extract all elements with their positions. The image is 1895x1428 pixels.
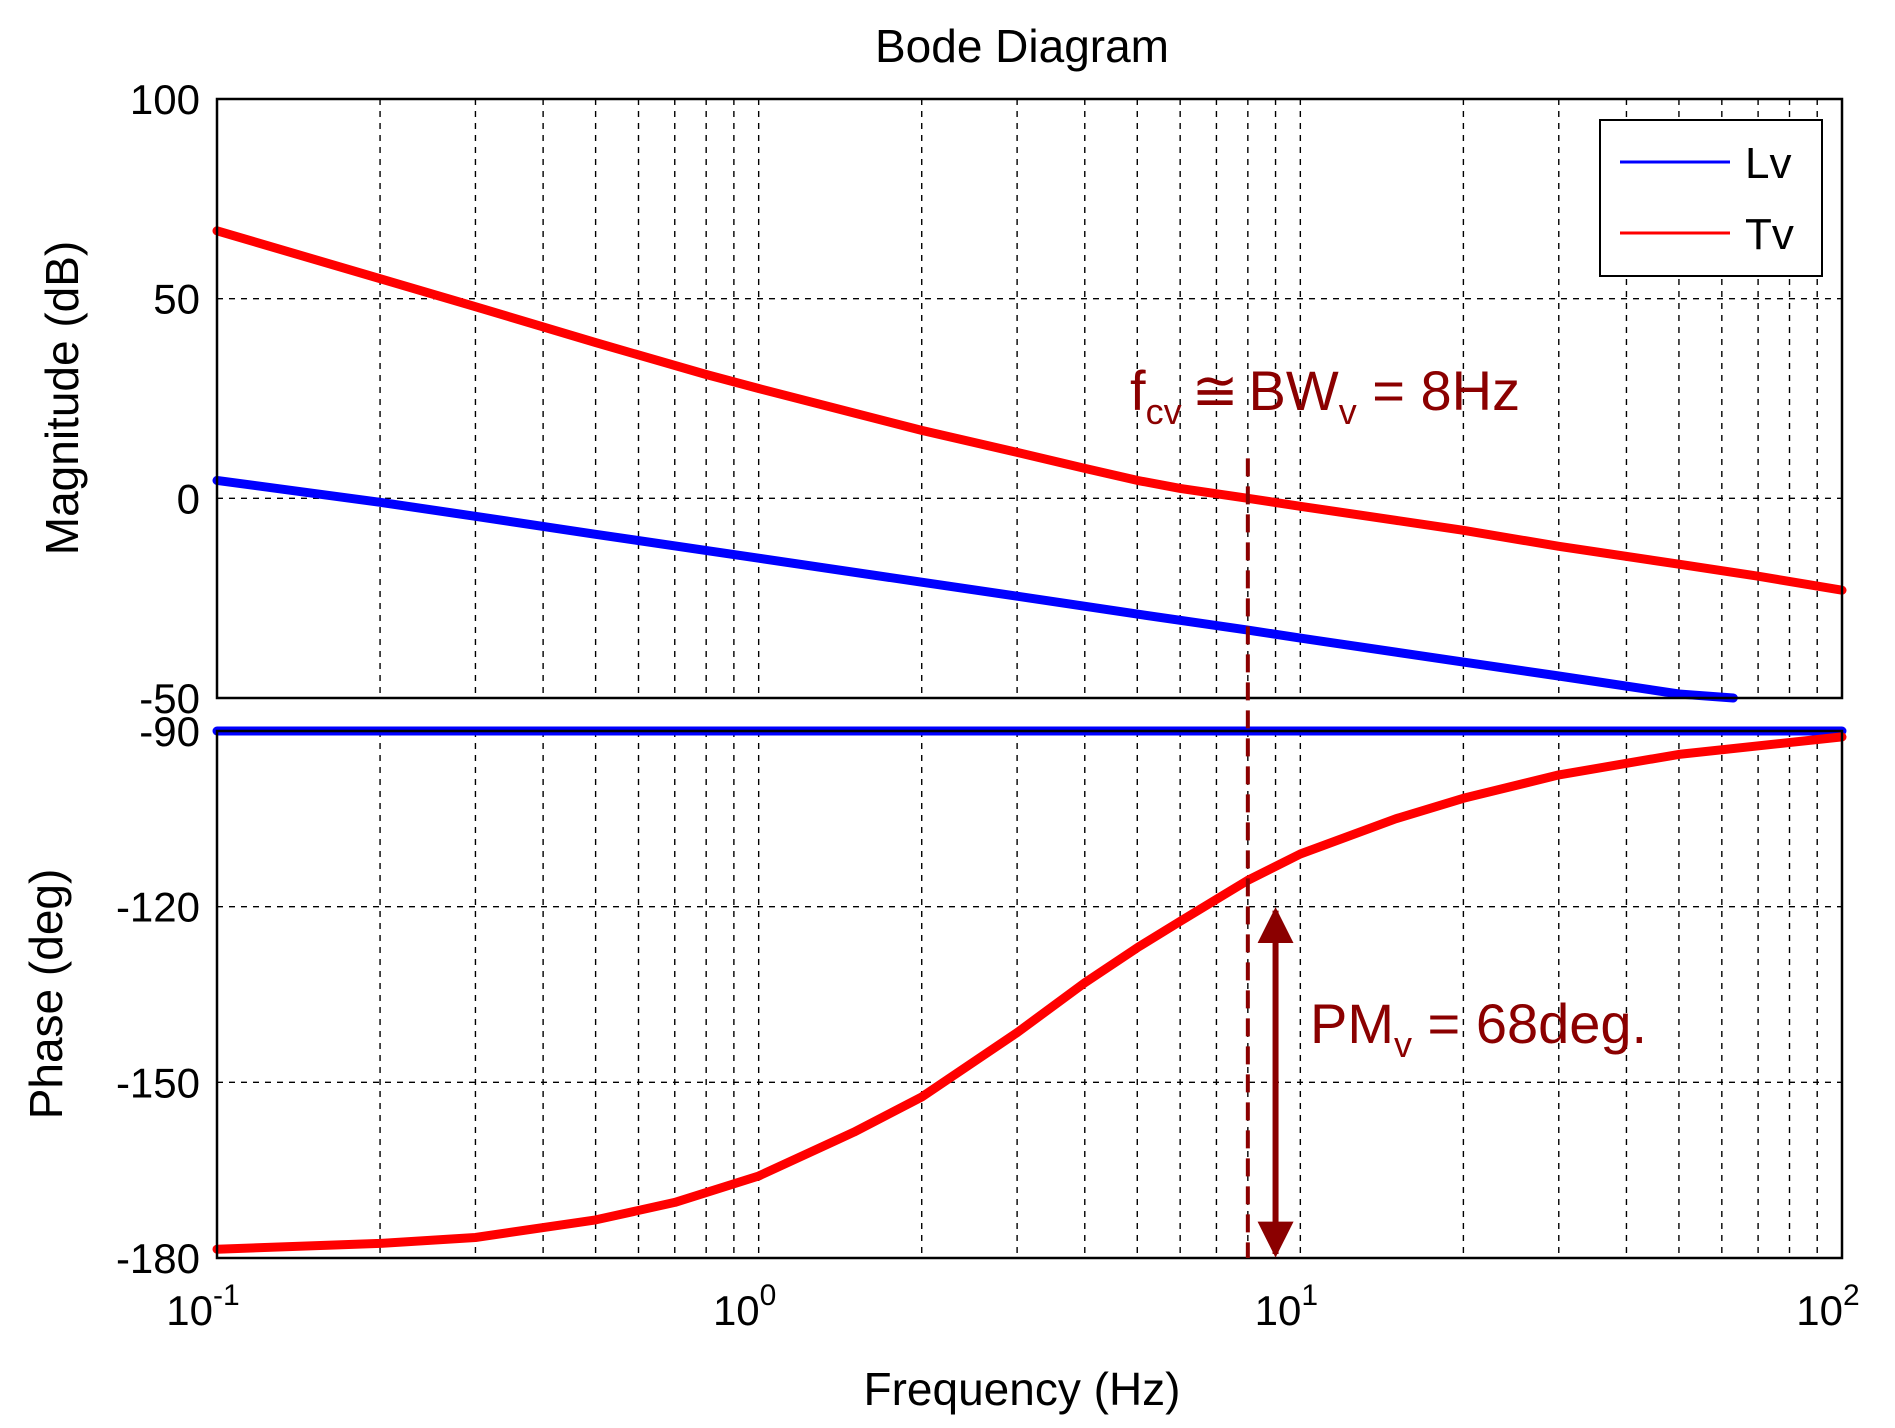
x-tick-label: 10-1 <box>166 1279 239 1334</box>
phase-y-label: Phase (deg) <box>20 869 72 1120</box>
phase-panel: -90 -120 -150 -180 Phase (deg) <box>20 708 1847 1282</box>
annotations: fcv ≅ BWv = 8Hz PMv = 68deg. <box>1130 359 1647 1258</box>
y-tick-label: -50 <box>139 675 200 722</box>
y-tick-label: -120 <box>116 884 200 931</box>
y-tick-label: 100 <box>130 76 200 123</box>
legend-box <box>1599 119 1823 277</box>
y-tick-label: -180 <box>116 1235 200 1282</box>
y-tick-label: -150 <box>116 1059 200 1106</box>
series-tv-magnitude <box>212 226 1847 595</box>
phase-y-ticks: -90 -120 -150 -180 <box>116 708 200 1282</box>
magnitude-series <box>212 226 1847 703</box>
phase-grid <box>217 731 1842 1258</box>
y-tick-label: 50 <box>153 276 200 323</box>
magnitude-y-ticks: 100 50 0 -50 <box>130 76 200 722</box>
magnitude-panel: 100 50 0 -50 Magnitude (dB) <box>36 76 1847 722</box>
legend: Lv Tv <box>1599 119 1823 277</box>
y-tick-label: -90 <box>139 708 200 755</box>
bandwidth-annotation: fcv ≅ BWv = 8Hz <box>1130 359 1520 432</box>
x-axis-label: Frequency (Hz) <box>864 1363 1181 1415</box>
x-tick-label: 101 <box>1255 1279 1318 1334</box>
phase-series <box>212 726 1847 1254</box>
x-tick-label: 102 <box>1796 1279 1859 1334</box>
legend-label-tv: Tv <box>1745 210 1794 259</box>
chart-title: Bode Diagram <box>875 20 1169 72</box>
magnitude-grid <box>217 99 1842 698</box>
y-tick-label: 0 <box>177 475 200 522</box>
magnitude-frame <box>215 97 1844 700</box>
phase-margin-annotation: PMv = 68deg. <box>1310 992 1647 1065</box>
phase-frame <box>215 729 1844 1260</box>
x-tick-label: 100 <box>713 1279 776 1334</box>
x-ticks: 10-1 100 101 102 <box>166 1279 1859 1334</box>
magnitude-y-label: Magnitude (dB) <box>36 241 88 556</box>
legend-label-lv: Lv <box>1745 139 1791 188</box>
series-lv-magnitude <box>212 475 1738 703</box>
series-tv-phase <box>212 732 1847 1254</box>
